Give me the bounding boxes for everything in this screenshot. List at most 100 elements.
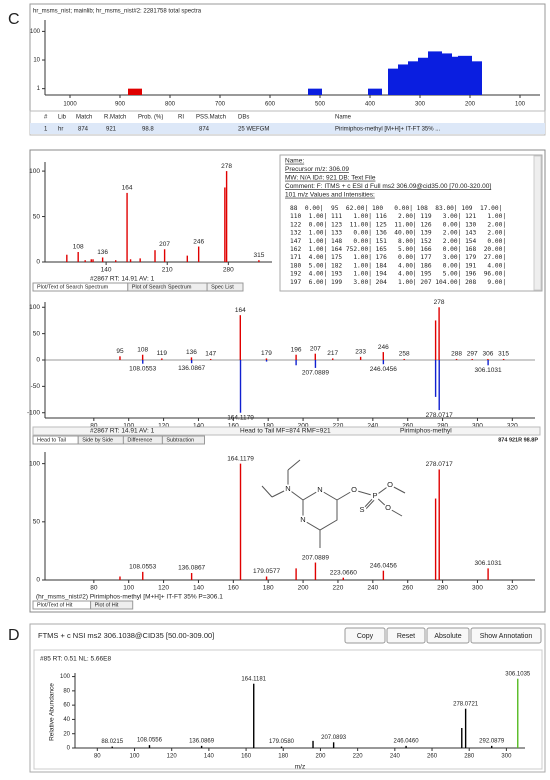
x-tick-label: 280 [437, 423, 448, 430]
tab-label[interactable]: Head to Tail [37, 437, 66, 443]
tab-label[interactable]: Side by Side [82, 437, 113, 443]
peak-label: 246.0456 [370, 562, 397, 569]
x-tick-label: 220 [333, 423, 344, 430]
x-tick-label: 260 [402, 585, 413, 592]
window-title: hr_msms_nist; mainlib; hr_msms_nist#2: 2… [33, 9, 202, 15]
table-cell: 874 [199, 127, 210, 133]
tab-label[interactable]: Spec List [211, 284, 234, 290]
column-header: # [44, 115, 48, 121]
column-header: R.Match [104, 115, 126, 121]
tab-label[interactable]: Subtraction [166, 437, 194, 443]
peak-label: 315 [498, 351, 509, 358]
atom-bg [385, 480, 395, 490]
x-tick-label: 160 [241, 754, 252, 760]
y-tick-label: 100 [29, 304, 40, 311]
peak-label: 108.0553 [129, 365, 156, 372]
panel-label: C [8, 11, 20, 28]
button-label[interactable]: Reset [397, 633, 415, 640]
atom-label: O [351, 485, 357, 494]
table-cell: 98.8 [142, 127, 154, 133]
button[interactable] [426, 627, 470, 644]
peak-label: 233 [355, 349, 366, 356]
tab[interactable] [206, 282, 244, 292]
x-tick-label: 800 [165, 102, 176, 108]
selected-row[interactable] [30, 123, 545, 134]
peak-label: 306.1031 [475, 367, 502, 374]
x-tick-label: 220 [353, 754, 364, 760]
button[interactable] [386, 627, 426, 644]
atom-bg [357, 505, 367, 515]
panel-label: D [8, 627, 20, 644]
x-tick-label: 120 [158, 585, 169, 592]
peak-row: 171 4.00| 175 1.00| 176 0.00| 177 3.00| … [290, 254, 506, 261]
x-tick-label: 100 [123, 585, 134, 592]
atom-label: O [385, 503, 391, 512]
atom-bg [298, 515, 308, 525]
peak-label: 278.0717 [426, 461, 453, 468]
y-tick-label: -100 [27, 409, 40, 416]
peak-label: 297 [467, 351, 478, 358]
tab-label[interactable]: Plot/Text of Search Spectrum [37, 284, 109, 290]
button-label[interactable]: Copy [357, 633, 374, 640]
spectrum-info: Name: [285, 158, 304, 165]
peak-row: 122 0.00| 123 11.00| 125 11.00| 126 0.00… [290, 221, 506, 228]
button[interactable] [344, 627, 386, 644]
peak-label: 164.1179 [227, 414, 254, 421]
peak-label: 207.0893 [321, 735, 347, 741]
x-tick-label: 280 [223, 267, 234, 274]
tab[interactable] [161, 435, 205, 445]
table-cell: 921 [106, 127, 117, 133]
peak-label: 207 [310, 345, 321, 352]
peak-row: 132 1.00| 133 0.00| 136 40.00| 139 2.00|… [290, 230, 506, 237]
tab-label[interactable]: Plot of Search Spectrum [132, 284, 192, 290]
x-tick-label: 180 [263, 585, 274, 592]
tab-label[interactable]: Difference [127, 437, 152, 443]
tab-label[interactable]: Plot/Text of Hit [37, 602, 73, 608]
x-tick-label: 300 [415, 102, 426, 108]
peak-label: 207.0889 [302, 370, 329, 377]
atom-label: N [285, 484, 290, 493]
y-tick-label: 20 [63, 731, 70, 737]
column-header: Name [335, 115, 352, 121]
peak-label: 196 [291, 346, 302, 353]
peak-label: 246 [193, 238, 204, 245]
peak-label: 179 [261, 350, 272, 357]
status-text: #2867 RT: 14.91 AV: 1 [90, 428, 155, 435]
scrollbar[interactable] [533, 155, 542, 291]
y-tick-label: 0 [67, 746, 71, 752]
peak-label: 288 [451, 351, 462, 358]
x-tick-label: 900 [115, 102, 126, 108]
peak-label: 164.1181 [241, 676, 266, 682]
x-tick-label: 260 [402, 423, 413, 430]
button-label[interactable]: Show Annotation [480, 633, 533, 640]
peak-label: 278.0721 [453, 701, 479, 707]
y-tick-label: 50 [33, 519, 41, 526]
peak-label: 246.0456 [370, 366, 397, 373]
peak-row: 180 5.00| 182 1.00| 184 4.00| 186 0.00| … [290, 262, 506, 269]
peak-label: 179.0580 [269, 739, 295, 745]
button-label[interactable]: Absolute [434, 633, 461, 640]
tab-label[interactable]: Plot of Hit [95, 602, 119, 608]
y-tick-label: 10 [33, 58, 40, 64]
atom-label: N [317, 485, 322, 494]
peak-label: 147 [205, 351, 216, 358]
y-axis-label: Relative Abundance [49, 683, 56, 741]
peak-row: 88 0.00| 95 62.00| 100 0.00| 108 83.00| … [290, 205, 502, 212]
x-tick-label: 300 [501, 754, 512, 760]
spectrum-info: Comment: F: ITMS + c ESI d Full ms2 306.… [285, 183, 491, 190]
atom-bg [283, 484, 293, 494]
bar [468, 61, 482, 95]
peak-label: 95 [116, 348, 124, 355]
peak-label: 207 [159, 241, 170, 248]
x-tick-label: 200 [298, 585, 309, 592]
x-tick-label: 180 [278, 754, 289, 760]
table-cell: Pirimiphos-methyl [M+H]+ IT-FT 35% ... [335, 127, 441, 133]
tab[interactable] [90, 600, 134, 610]
button[interactable] [470, 627, 542, 644]
x-tick-label: 320 [507, 585, 518, 592]
x-tick-label: 140 [193, 585, 204, 592]
peak-row: 110 1.00| 111 1.00| 116 2.00| 119 3.00| … [290, 213, 506, 220]
y-tick-label: 40 [63, 717, 70, 723]
x-tick-label: 140 [204, 754, 215, 760]
peak-label: 136.0867 [178, 365, 205, 372]
